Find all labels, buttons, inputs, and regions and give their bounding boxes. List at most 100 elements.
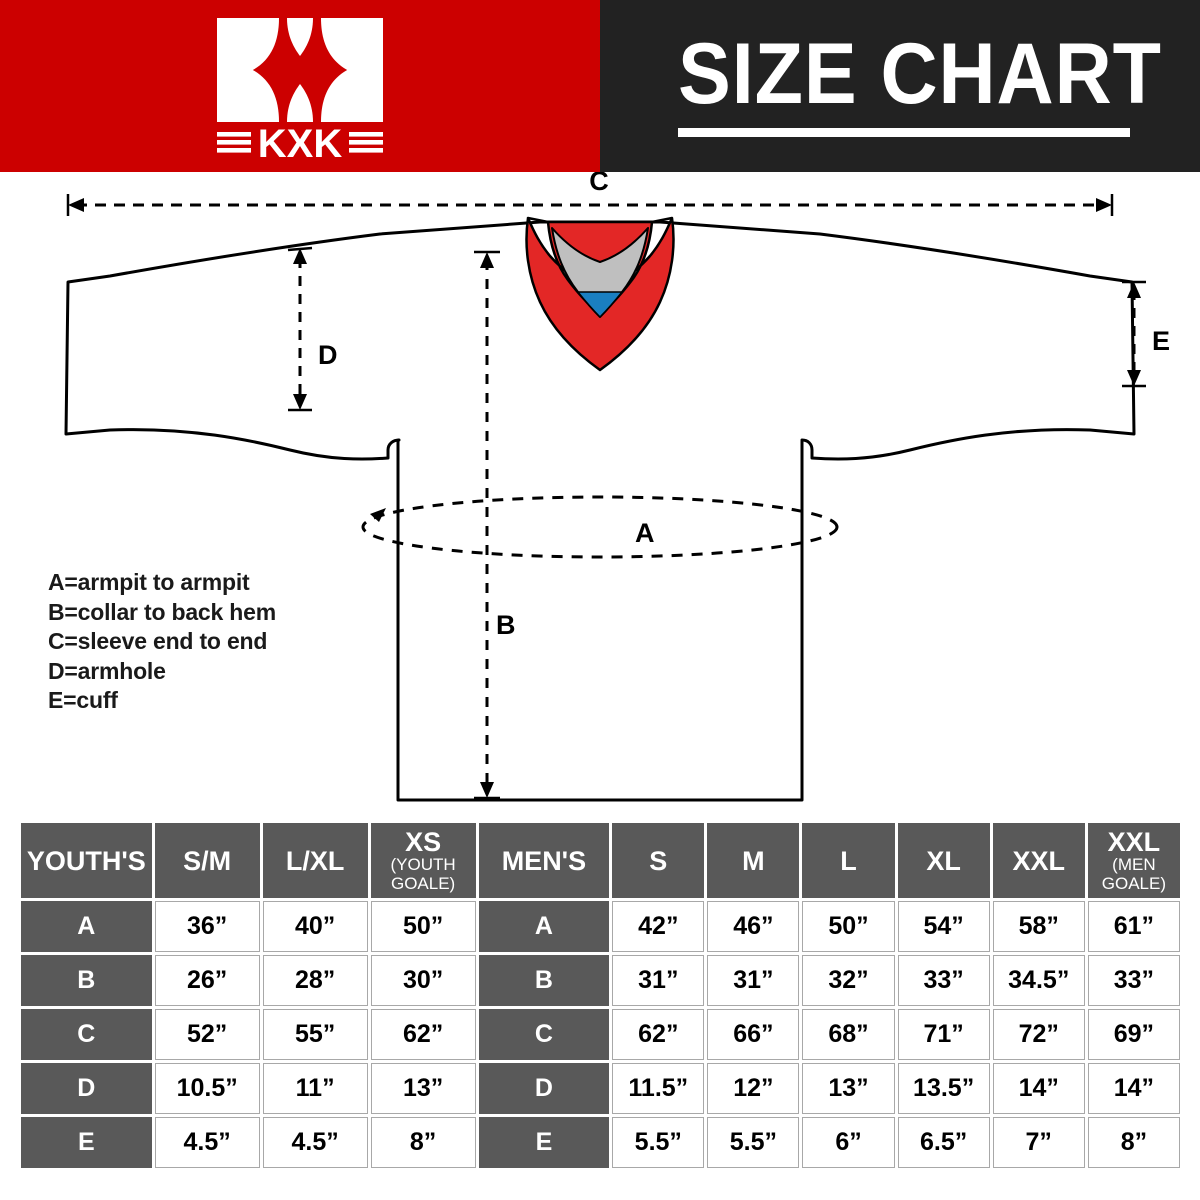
cell-value: 66” xyxy=(707,1009,800,1060)
header-title-panel: SIZE CHART xyxy=(600,0,1200,172)
title-block: SIZE CHART xyxy=(678,24,1162,137)
dimension-b-group: B xyxy=(474,250,516,800)
cell-value: 28” xyxy=(262,955,368,1006)
header-main: XL xyxy=(926,845,961,876)
title-underline-rule xyxy=(678,128,1130,137)
kxk-logo-icon: KXK xyxy=(205,14,395,166)
cell-value: 31” xyxy=(707,955,800,1006)
cell-value: 11.5” xyxy=(612,1063,705,1114)
dimension-a-group: A xyxy=(361,495,839,559)
header-cell-mens-s: S xyxy=(612,823,705,898)
cell-value: 54” xyxy=(897,901,990,952)
cell-value: 46” xyxy=(707,901,800,952)
legend-line-e: E=cuff xyxy=(48,687,118,713)
cell-value: 33” xyxy=(1087,955,1180,1006)
legend-line-c: C=sleeve end to end xyxy=(48,628,268,654)
cell-value: 26” xyxy=(154,955,260,1006)
dimension-label-a: A xyxy=(635,518,655,548)
cell-value: 11” xyxy=(262,1063,368,1114)
row-label-youth: E xyxy=(21,1117,152,1168)
cell-value: 30” xyxy=(370,955,476,1006)
cell-value: 12” xyxy=(707,1063,800,1114)
cell-value: 13” xyxy=(370,1063,476,1114)
table-header-row: YOUTH'S S/M L/XL XS (YOUTH GOALE) MEN'S … xyxy=(21,823,1180,898)
cell-value: 71” xyxy=(897,1009,990,1060)
cell-value: 68” xyxy=(802,1009,895,1060)
row-label-mens: E xyxy=(478,1117,610,1168)
cell-value: 10.5” xyxy=(154,1063,260,1114)
header-cell-mens: MEN'S xyxy=(478,823,610,898)
header-brand-panel: KXK xyxy=(0,0,600,172)
header-main: L xyxy=(840,845,857,876)
header-main: L/XL xyxy=(285,845,345,876)
cell-value: 33” xyxy=(897,955,990,1006)
header-cell-youths: YOUTH'S xyxy=(21,823,152,898)
cell-value: 4.5” xyxy=(154,1117,260,1168)
row-label-youth: A xyxy=(21,901,152,952)
header-cell-youth-sm: S/M xyxy=(154,823,260,898)
cell-value: 13.5” xyxy=(897,1063,990,1114)
row-label-mens: C xyxy=(478,1009,610,1060)
dimension-label-b: B xyxy=(496,610,516,640)
cell-value: 8” xyxy=(1087,1117,1180,1168)
measurement-key-legend: A=armpit to armpit B=collar to back hem … xyxy=(48,568,276,716)
table-row: B 26” 28” 30” B 31” 31” 32” 33” 34.5” 33… xyxy=(21,955,1180,1006)
cell-value: 69” xyxy=(1087,1009,1180,1060)
header-sub: (YOUTH GOALE) xyxy=(390,855,456,893)
header-cell-mens-l: L xyxy=(802,823,895,898)
cell-value: 4.5” xyxy=(262,1117,368,1168)
cell-value: 50” xyxy=(370,901,476,952)
table-row: E 4.5” 4.5” 8” E 5.5” 5.5” 6” 6.5” 7” 8” xyxy=(21,1117,1180,1168)
cell-value: 7” xyxy=(992,1117,1085,1168)
cell-value: 6” xyxy=(802,1117,895,1168)
header-main: XXL xyxy=(1012,845,1065,876)
header-main: S xyxy=(649,845,668,876)
cell-value: 36” xyxy=(154,901,260,952)
row-label-youth: C xyxy=(21,1009,152,1060)
cell-value: 13” xyxy=(802,1063,895,1114)
logo-wordmark: KXK xyxy=(258,122,343,162)
header-main: M xyxy=(742,845,765,876)
row-label-mens: D xyxy=(478,1063,610,1114)
dimension-label-c: C xyxy=(589,172,609,196)
header-cell-youth-xs-goale: XS (YOUTH GOALE) xyxy=(370,823,476,898)
jersey-collar xyxy=(525,216,675,372)
cell-value: 14” xyxy=(992,1063,1085,1114)
row-label-mens: B xyxy=(478,955,610,1006)
header-cell-youth-lxl: L/XL xyxy=(262,823,368,898)
cell-value: 62” xyxy=(370,1009,476,1060)
cell-value: 42” xyxy=(612,901,705,952)
cell-value: 72” xyxy=(992,1009,1085,1060)
page-title: SIZE CHART xyxy=(678,26,1162,122)
cell-value: 50” xyxy=(802,901,895,952)
header-main: XXL xyxy=(1107,827,1161,857)
dimension-label-d: D xyxy=(318,340,338,370)
dimension-e-group: E xyxy=(1122,280,1170,388)
table-row: D 10.5” 11” 13” D 11.5” 12” 13” 13.5” 14… xyxy=(21,1063,1180,1114)
table-row: C 52” 55” 62” C 62” 66” 68” 71” 72” 69” xyxy=(21,1009,1180,1060)
cell-value: 62” xyxy=(612,1009,705,1060)
table-row: A 36” 40” 50” A 42” 46” 50” 54” 58” 61” xyxy=(21,901,1180,952)
collar-blue-accent xyxy=(576,291,624,319)
header-sub: (MEN GOALE) xyxy=(1101,855,1167,893)
size-chart-table: YOUTH'S S/M L/XL XS (YOUTH GOALE) MEN'S … xyxy=(18,820,1183,1171)
header-main: YOUTH'S xyxy=(26,845,146,876)
cell-value: 58” xyxy=(992,901,1085,952)
header-main: MEN'S xyxy=(501,845,587,876)
jersey-diagram: C D E xyxy=(0,172,1200,817)
dimension-d-group: D xyxy=(287,246,338,412)
cell-value: 8” xyxy=(370,1117,476,1168)
legend-line-a: A=armpit to armpit xyxy=(48,569,250,595)
cell-value: 40” xyxy=(262,901,368,952)
cell-value: 6.5” xyxy=(897,1117,990,1168)
row-label-mens: A xyxy=(478,901,610,952)
row-label-youth: D xyxy=(21,1063,152,1114)
cell-value: 61” xyxy=(1087,901,1180,952)
page-header: KXK SIZE CHART xyxy=(0,0,1200,172)
header-cell-mens-xl: XL xyxy=(897,823,990,898)
cell-value: 14” xyxy=(1087,1063,1180,1114)
cell-value: 5.5” xyxy=(707,1117,800,1168)
row-label-youth: B xyxy=(21,955,152,1006)
cell-value: 52” xyxy=(154,1009,260,1060)
cell-value: 32” xyxy=(802,955,895,1006)
